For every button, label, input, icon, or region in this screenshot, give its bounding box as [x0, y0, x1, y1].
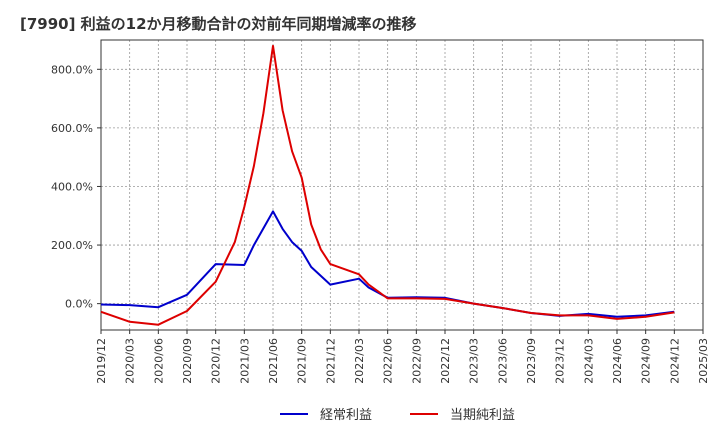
x-tick-label: 2021/06 [267, 338, 280, 384]
x-tick-label: 2024/03 [582, 338, 595, 384]
x-tick-label: 2020/09 [181, 338, 194, 384]
x-tick-label: 2020/03 [124, 338, 137, 384]
legend-label: 当期純利益 [450, 408, 515, 423]
x-tick-label: 2022/06 [382, 338, 395, 384]
y-tick-label: 0.0% [65, 298, 93, 311]
y-tick-label: 800.0% [51, 63, 93, 76]
x-tick-label: 2023/06 [496, 338, 509, 384]
plot-frame [100, 39, 704, 331]
y-tick-label: 600.0% [51, 122, 93, 135]
series-line-junri [100, 44, 675, 326]
x-tick-label: 2023/12 [554, 338, 567, 384]
y-tick-label: 400.0% [51, 180, 93, 193]
x-tick-label: 2019/12 [95, 338, 108, 384]
x-tick-label: 2022/12 [439, 338, 452, 384]
x-tick-label: 2023/09 [525, 338, 538, 384]
x-tick-label: 2020/06 [152, 338, 165, 384]
x-tick-label: 2023/03 [468, 338, 481, 384]
x-tick-label: 2024/09 [640, 338, 653, 384]
y-tick-label: 200.0% [51, 239, 93, 252]
x-tick-label: 2021/03 [238, 338, 251, 384]
x-tick-label: 2021/09 [296, 338, 309, 384]
legend-label: 経常利益 [320, 408, 372, 423]
x-tick-label: 2024/12 [668, 338, 681, 384]
chart-title: [7990] 利益の12か月移動合計の対前年同期増減率の推移 [20, 15, 417, 33]
x-tick-label: 2024/06 [611, 338, 624, 384]
x-tick-label: 2020/12 [210, 338, 223, 384]
x-tick-label: 2025/03 [697, 338, 710, 384]
x-tick-label: 2022/03 [353, 338, 366, 384]
x-tick-label: 2021/12 [324, 338, 337, 384]
x-tick-label: 2022/09 [410, 338, 423, 384]
